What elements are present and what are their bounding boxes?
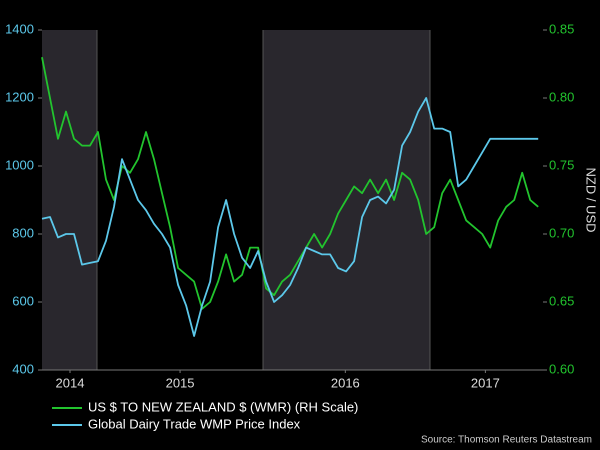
x-tick-label: 2017 bbox=[471, 375, 500, 390]
y-tick-label: 1400 bbox=[5, 21, 34, 36]
x-tick-label: 2016 bbox=[331, 375, 360, 390]
y2-tick-label: 0.80 bbox=[549, 89, 574, 104]
y-tick-label: 1200 bbox=[5, 89, 34, 104]
y2-tick-label: 0.60 bbox=[549, 361, 574, 376]
legend-label: US $ TO NEW ZEALAND $ (WMR) (RH Scale) bbox=[88, 399, 358, 414]
y2-tick-label: 0.65 bbox=[549, 293, 574, 308]
legend-label: Global Dairy Trade WMP Price Index bbox=[88, 416, 301, 431]
y2-axis-label: NZD / USD bbox=[584, 168, 599, 233]
y-tick-label: 1000 bbox=[5, 157, 34, 172]
y2-tick-label: 0.75 bbox=[549, 157, 574, 172]
y2-tick-label: 0.70 bbox=[549, 225, 574, 240]
shaded-band bbox=[42, 30, 97, 370]
y-tick-label: 800 bbox=[12, 225, 34, 240]
y-tick-label: 400 bbox=[12, 361, 34, 376]
x-tick-label: 2015 bbox=[166, 375, 195, 390]
series-line bbox=[41, 97, 539, 337]
y-tick-label: 600 bbox=[12, 293, 34, 308]
x-tick-label: 2014 bbox=[56, 375, 85, 390]
source: Source: Thomson Reuters Datastream bbox=[421, 435, 592, 446]
y2-tick-label: 0.85 bbox=[549, 21, 574, 36]
